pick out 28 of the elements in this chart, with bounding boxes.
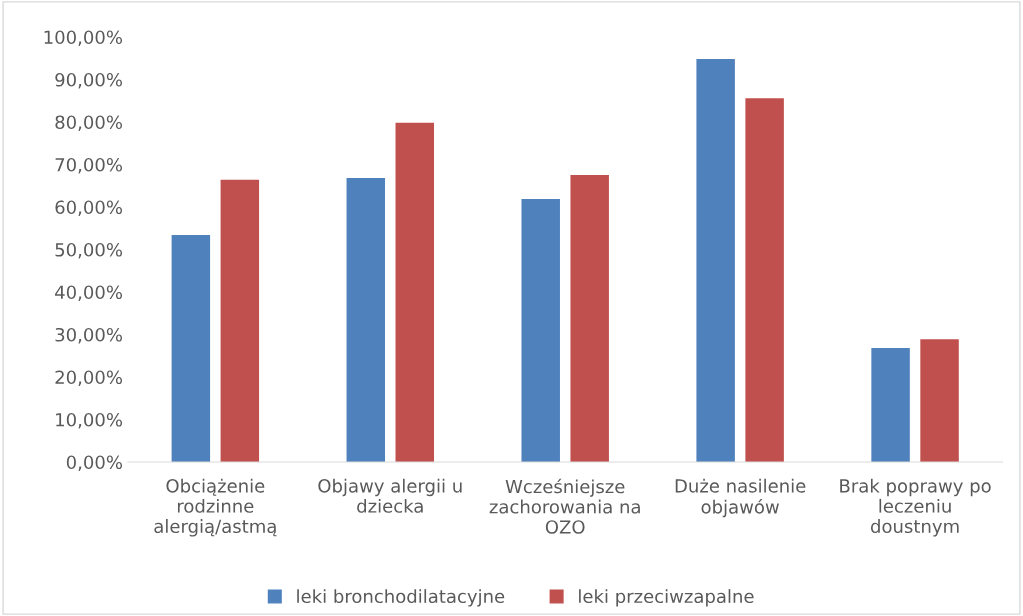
y-tick-label: 60,00%: [55, 200, 123, 216]
bar: [871, 348, 910, 462]
x-tick-label: Wcześniejsze zachorowania na OZO: [489, 478, 640, 534]
x-tick-label: Obciążenie rodzinne alergią/astmą: [154, 478, 277, 537]
y-tick-label: 100,00%: [44, 30, 123, 46]
y-tick-label: 40,00%: [55, 285, 123, 301]
y-tick-label: 10,00%: [56, 412, 123, 429]
bar: [521, 198, 560, 462]
bar: [220, 179, 260, 462]
x-tick-label: Brak poprawy po leczeniu doustnym: [840, 478, 991, 537]
y-tick-label: 80,00%: [55, 115, 123, 131]
y-tick-label: 0,00%: [66, 455, 123, 471]
bar: [346, 178, 386, 462]
y-tick-label: 20,00%: [55, 370, 123, 386]
bar: [696, 59, 735, 462]
y-tick-label: 50,00%: [55, 242, 123, 259]
bar: [570, 175, 609, 462]
bar: [745, 98, 784, 462]
y-tick-label: 90,00%: [55, 72, 123, 89]
bar: [171, 235, 211, 462]
y-tick-label: 30,00%: [55, 327, 123, 344]
x-tick-label: Objawy alergii u dziecka: [318, 478, 462, 513]
y-tick-label: 70,00%: [55, 157, 123, 174]
bar: [395, 122, 435, 462]
bar: [920, 339, 959, 462]
legend-label: leki bronchodilatacyjne: [297, 589, 505, 607]
legend-label: leki przeciwzapalne: [579, 589, 754, 607]
x-tick-label: Duże nasilenie objawów: [675, 478, 806, 518]
